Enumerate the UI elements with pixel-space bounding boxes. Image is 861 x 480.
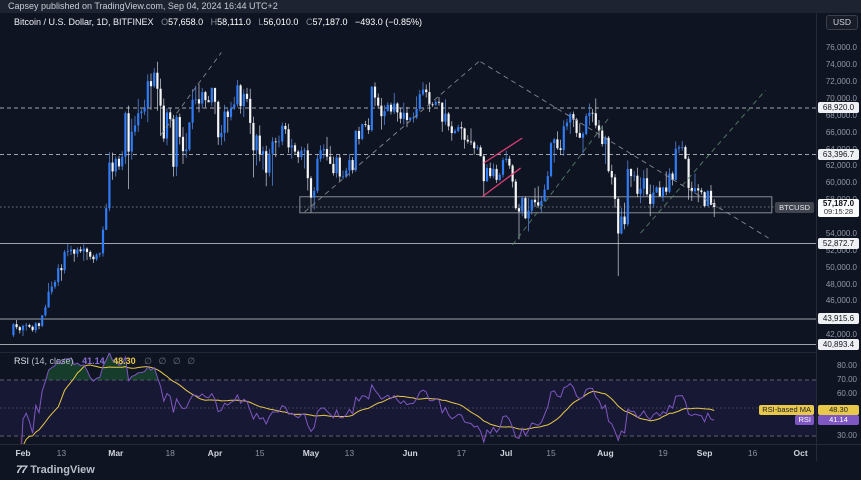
last-price-value: 57,187.0 <box>822 198 855 208</box>
time-axis-tick: 13 <box>56 448 67 458</box>
time-axis-tick: Jun <box>402 448 418 458</box>
time-axis-tick: Aug <box>597 448 614 458</box>
time-axis-tick: 15 <box>255 448 265 458</box>
green-trendline <box>512 118 609 246</box>
rsi-title: RSI <box>14 356 30 366</box>
price-axis-label: 54,000.0 <box>825 228 857 238</box>
pink-trendline <box>481 167 521 198</box>
tradingview-logo-icon: 77 <box>16 464 27 476</box>
rsi-overbought-fill <box>19 353 715 380</box>
rsi-badge-value: 48.30 <box>818 405 859 416</box>
rsi-axis-label: 80.00 <box>836 361 857 370</box>
support-zone-box <box>299 196 773 214</box>
pink-trendline <box>483 137 523 164</box>
bar-close-countdown: 09:15:28 <box>823 206 854 216</box>
price-axis-label: 74,000.0 <box>825 60 857 70</box>
time-axis[interactable]: Feb 13 Mar 18 Apr 15 May 13 Jun 17 Jul 15 Aug 19 Sep 16… <box>0 444 816 461</box>
rsi-axis-label: 60.00 <box>836 389 857 398</box>
gray-trendline <box>160 52 222 136</box>
rsi-axis-label: 30.00 <box>836 431 857 440</box>
price-axis-label: 62,000.0 <box>825 161 857 171</box>
price-axis-label: 42,000.0 <box>825 330 857 340</box>
price-axis-label: 66,000.0 <box>825 127 857 137</box>
rsi-empty-slots: ∅ ∅ ∅ ∅ <box>144 356 198 366</box>
time-axis-tick: 19 <box>658 448 668 458</box>
price-level-badge: 63,396.7 <box>818 149 859 161</box>
time-axis-tick: 17 <box>456 448 467 458</box>
time-axis-tick: 13 <box>344 448 355 458</box>
price-axis-label: 52,000.0 <box>825 245 857 255</box>
rsi-indicator-header[interactable]: RSI (14, close) 41.14 48.30 ∅ ∅ ∅ ∅ <box>14 356 197 367</box>
tradingview-brand-link[interactable]: 77 TradingView <box>16 464 95 476</box>
price-axis-label: 72,000.0 <box>825 76 857 86</box>
rsi-line <box>21 353 715 444</box>
price-level-badge: 43,915.6 <box>818 313 859 325</box>
rsi-ma-current-value: 48.30 <box>113 356 136 366</box>
time-axis-tick: Feb <box>15 448 31 458</box>
gray-trendline <box>480 61 769 239</box>
attribution-bar: Capsey published on TradingView.com, Sep… <box>0 0 861 13</box>
time-axis-tick: Mar <box>108 448 124 458</box>
price-level-badge: 52,872.7 <box>818 237 859 249</box>
last-price-badge: 57,187.0 09:15:28 <box>818 198 859 217</box>
green-trendline <box>640 90 766 234</box>
currency-unit-button[interactable]: USD <box>826 15 858 30</box>
price-axis-label: 68,000.0 <box>825 110 857 120</box>
time-axis-tick: 18 <box>165 448 175 458</box>
price-axis-label: 76,000.0 <box>825 43 857 53</box>
rsi-ma-line <box>23 364 715 444</box>
price-axis-label: 50,000.0 <box>825 262 857 272</box>
candles-layer <box>12 61 716 337</box>
rsi-axis-label: 70.00 <box>836 375 857 384</box>
time-axis-tick: Apr <box>207 448 223 458</box>
rsi-pane <box>0 353 816 444</box>
gray-trendline <box>304 59 481 213</box>
price-axis-label: 70,000.0 <box>825 93 857 103</box>
time-axis-tick: 15 <box>546 448 556 458</box>
price-axis-label: 46,000.0 <box>825 296 857 306</box>
price-axis-label: 60,000.0 <box>825 178 857 188</box>
time-axis-tick: 16 <box>747 448 758 458</box>
time-axis-tick: Sep <box>696 448 713 458</box>
rsi-badge-value: 41.14 <box>818 415 859 426</box>
time-axis-tick: Oct <box>793 448 808 458</box>
price-axis[interactable]: 76,000.0 74,000.0 72,000.0 70,000.0 68,000.0… <box>817 13 861 462</box>
price-pane <box>0 52 816 345</box>
time-axis-tick: May <box>302 448 320 458</box>
price-level-badge: 68,920.0 <box>818 102 859 114</box>
price-level-badge: 40,893.4 <box>818 338 859 350</box>
tradingview-brand-label: TradingView <box>30 464 95 476</box>
price-axis-label: 64,000.0 <box>826 145 857 155</box>
rsi-current-value: 41.14 <box>82 356 105 366</box>
attribution-text: Capsey published on TradingView.com, Sep… <box>8 1 278 11</box>
price-axis-label: 48,000.0 <box>825 279 857 289</box>
rsi-params: (14, close) <box>31 356 74 366</box>
footer-bar: 77 TradingView <box>0 462 861 480</box>
time-axis-tick: Jul <box>500 448 513 458</box>
